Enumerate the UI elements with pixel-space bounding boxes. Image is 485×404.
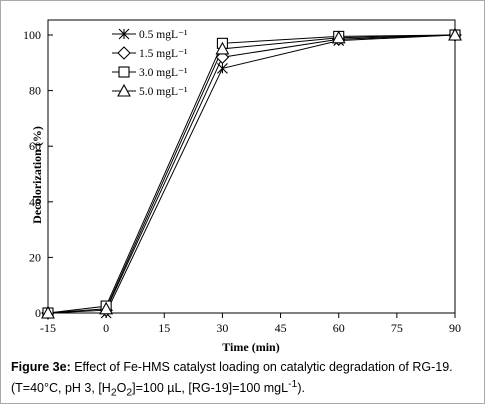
series-line-4 (47, 34, 456, 314)
series-line-1 (48, 34, 456, 314)
figure-caption: Figure 3e: Effect of Fe-HMS catalyst loa… (11, 359, 479, 402)
legend-marker-triangle (117, 83, 131, 97)
legend-label: 1.5 mgL⁻¹ (139, 48, 188, 60)
y-tick-label: 100 (23, 28, 41, 42)
x-tick-label: 45 (275, 321, 287, 335)
data-point-triangle (41, 305, 55, 319)
series-line-3 (47, 34, 456, 314)
legend-marker-square (118, 66, 130, 78)
legend-marker-diamond (117, 46, 131, 60)
y-tick-label: 60 (29, 139, 41, 153)
legend-item: 3.0 mgL⁻¹ (112, 66, 188, 79)
caption-label: Figure 3e: (11, 360, 71, 374)
y-tick-label: 0 (35, 306, 41, 320)
data-point-triangle (331, 30, 346, 44)
data-point-triangle (99, 301, 114, 315)
y-tick-label: 40 (29, 195, 41, 209)
caption-text: Effect of Fe-HMS catalyst loading on cat… (70, 360, 453, 374)
data-point-triangle (448, 27, 462, 41)
y-tick-label: 80 (29, 84, 41, 98)
x-tick-label: 90 (449, 321, 461, 335)
legend-marker-asterisk (118, 28, 130, 40)
y-tick-label: 20 (29, 250, 41, 264)
x-tick-label: 75 (391, 321, 403, 335)
series-line-2 (47, 34, 456, 314)
caption-conditions: (T=40°C, pH 3, [H2O2]=100 µL, [RG-19]=10… (11, 379, 305, 399)
legend-label: 0.5 mgL⁻¹ (139, 29, 188, 41)
plot-area (47, 19, 456, 314)
x-tick-label: 30 (216, 321, 228, 335)
y-axis-label: Decolorization (%) (30, 126, 44, 224)
x-tick-label: 0 (103, 321, 109, 335)
x-tick-label: -15 (40, 321, 56, 335)
x-axis-label: Time (min) (222, 340, 279, 354)
legend-item: 1.5 mgL⁻¹ (112, 46, 188, 60)
legend-label: 3.0 mgL⁻¹ (139, 67, 188, 79)
legend-label: 5.0 mgL⁻¹ (139, 86, 188, 98)
data-point-asterisk (217, 62, 228, 74)
x-tick-label: 60 (333, 321, 345, 335)
x-tick-label: 15 (158, 321, 170, 335)
legend-item: 0.5 mgL⁻¹ (112, 28, 188, 41)
legend-item: 5.0 mgL⁻¹ (112, 83, 188, 98)
data-point-triangle (215, 41, 230, 55)
